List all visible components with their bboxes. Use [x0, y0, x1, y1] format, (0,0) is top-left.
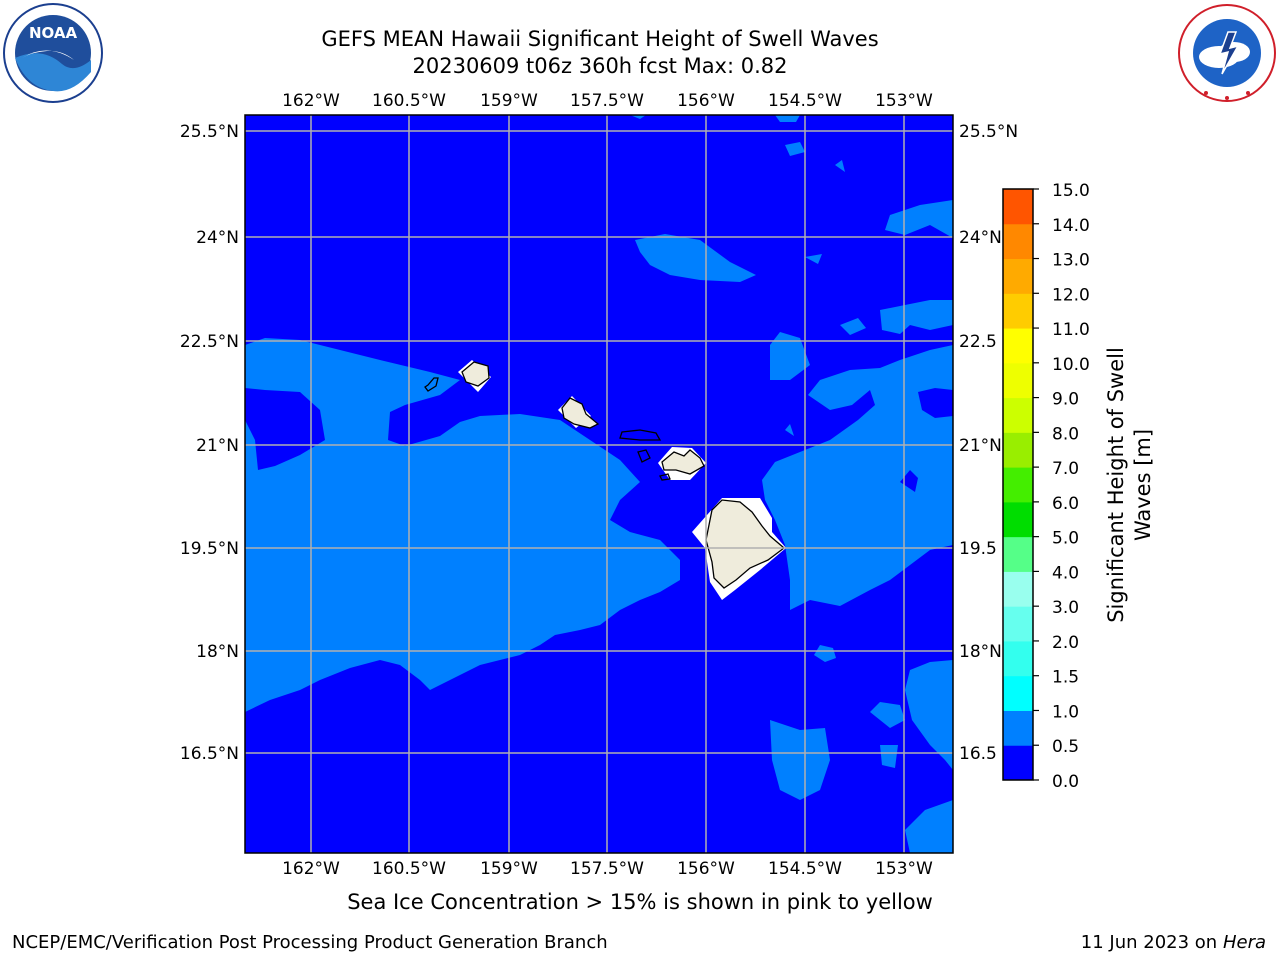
lon-tick-label-bottom: 154.5°W — [768, 859, 842, 879]
colorbar-segment — [1003, 675, 1033, 711]
colorbar-segment — [1003, 223, 1033, 260]
colorbar-segment — [1003, 328, 1033, 364]
colorbar-tick-label: 4.0 — [1052, 563, 1079, 583]
footer-date: 11 Jun 2023 on Hera — [1081, 932, 1266, 953]
lat-tick-label-left: 16.5°N — [180, 744, 239, 764]
lon-tick-label-top: 156°W — [677, 91, 735, 111]
lon-tick-label-bottom: 156°W — [677, 859, 735, 879]
map-caption: Sea Ice Concentration > 15% is shown in … — [347, 890, 933, 914]
footer-credit: NCEP/EMC/Verification Post Processing Pr… — [12, 932, 608, 953]
colorbar-tick-label: 1.0 — [1052, 702, 1079, 722]
island-molokai — [619, 429, 662, 441]
lon-tick-label-bottom: 157.5°W — [570, 859, 644, 879]
colorbar-tick-label: 0.5 — [1052, 737, 1079, 757]
lat-tick-label-left: 18°N — [196, 642, 239, 662]
colorbar-tick-label: 3.0 — [1052, 598, 1079, 618]
colorbar-segment — [1003, 606, 1033, 642]
footer-date-text: 11 Jun 2023 on — [1080, 932, 1218, 953]
swell-region-east-dark — [900, 388, 953, 492]
nws-logo — [1178, 4, 1276, 102]
map-axis-labels: 162°W 162°W 160.5°W 160.5°W 159°W 159°W 157.5°… — [180, 91, 1018, 879]
colorbar-tick-label: 1.5 — [1052, 668, 1079, 688]
swell-region-north-patch — [635, 234, 756, 282]
lat-tick-label-left: 21°N — [196, 436, 239, 456]
lon-tick-label-bottom: 153°W — [875, 859, 933, 879]
colorbar-segment — [1003, 258, 1033, 294]
colorbar-segment — [1003, 467, 1033, 503]
colorbar-segment — [1003, 640, 1033, 677]
noaa-logo-text: NOAA — [29, 24, 78, 42]
colorbar-segment — [1003, 362, 1033, 399]
map-title: GEFS MEAN Hawaii Significant Height of S… — [321, 27, 879, 51]
colorbar-segment — [1003, 432, 1033, 468]
colorbar-tick-label: 10.0 — [1052, 355, 1090, 375]
colorbar-segment — [1003, 571, 1033, 607]
lon-tick-label-bottom: 162°W — [282, 859, 340, 879]
lat-tick-label-right: 16.5 — [959, 744, 997, 764]
lon-tick-label-top: 154.5°W — [768, 91, 842, 111]
colorbar-tick-label: 7.0 — [1052, 459, 1079, 479]
colorbar-tick-label: 0.0 — [1052, 772, 1079, 792]
map-subtitle: 20230609 t06z 360h fcst Max: 0.82 — [412, 54, 788, 78]
noaa-logo: NOAA — [3, 3, 103, 103]
lon-tick-label-top: 160.5°W — [372, 91, 446, 111]
colorbar-segment — [1003, 397, 1033, 433]
lat-tick-label-left: 24°N — [196, 228, 239, 248]
lat-tick-label-right: 24°N — [959, 228, 1002, 248]
lon-tick-label-top: 162°W — [282, 91, 340, 111]
lon-tick-label-top: 153°W — [875, 91, 933, 111]
lon-tick-label-top: 159°W — [480, 91, 538, 111]
colorbar-frame — [1002, 188, 1034, 781]
colorbar-tick-label: 2.0 — [1052, 633, 1079, 653]
colorbar-tick-label: 5.0 — [1052, 529, 1079, 549]
colorbar-tick-label: 13.0 — [1052, 251, 1090, 271]
footer-host: Hera — [1222, 932, 1266, 953]
map-plot-area — [245, 115, 953, 853]
colorbar-tick-label: 8.0 — [1052, 424, 1079, 444]
island-maui — [661, 449, 705, 475]
swell-region-southeast — [770, 645, 953, 853]
colorbar-segment — [1003, 710, 1033, 746]
colorbar-label-line1: Significant Height of Swell — [1104, 347, 1128, 623]
colorbar-segment — [1003, 189, 1033, 225]
lat-tick-label-left: 19.5°N — [180, 539, 239, 559]
map-gridlines — [245, 115, 953, 853]
lat-tick-label-right: 18°N — [959, 642, 1002, 662]
island-oahu — [561, 397, 600, 429]
colorbar-ticks: 0.0 0.5 1.0 1.5 2.0 3.0 4.0 5.0 6.0 7.0 8.0 9.0 10.0… — [1033, 181, 1090, 792]
colorbar-tick-label: 9.0 — [1052, 390, 1079, 410]
lat-tick-label-left: 25.5°N — [180, 122, 239, 142]
island-niihau — [424, 377, 439, 392]
colorbar-tick-label: 12.0 — [1052, 285, 1090, 305]
lon-tick-label-top: 157.5°W — [570, 91, 644, 111]
island-lanai — [637, 449, 651, 463]
colorbar-tick-label: 15.0 — [1052, 181, 1090, 201]
lat-tick-label-left: 22.5°N — [180, 332, 239, 352]
swell-region-east — [762, 200, 953, 610]
colorbar-segment — [1003, 745, 1033, 781]
colorbar-segment — [1003, 501, 1033, 538]
colorbar-segment — [1003, 536, 1033, 572]
colorbar-tick-label: 14.0 — [1052, 216, 1090, 236]
colorbar — [1002, 188, 1034, 781]
lon-tick-label-bottom: 160.5°W — [372, 859, 446, 879]
swell-region-0.5-1.0 — [245, 338, 680, 712]
lat-tick-label-right: 21°N — [959, 436, 1002, 456]
island-kauai — [461, 361, 490, 387]
colorbar-segment — [1003, 293, 1033, 329]
colorbar-label-line2: Waves [m] — [1131, 429, 1155, 541]
map-frame — [244, 114, 954, 854]
island-kahoolawe — [659, 473, 671, 481]
lat-tick-label-right: 25.5°N — [959, 122, 1018, 142]
lat-tick-label-right: 22.5 — [959, 332, 997, 352]
colorbar-tick-label: 11.0 — [1052, 320, 1090, 340]
colorbar-tick-label: 6.0 — [1052, 494, 1079, 514]
island-hawaii — [705, 499, 786, 589]
swell-region-inner-dark — [245, 388, 325, 470]
lon-tick-label-bottom: 159°W — [480, 859, 538, 879]
lat-tick-label-right: 19.5 — [959, 539, 997, 559]
